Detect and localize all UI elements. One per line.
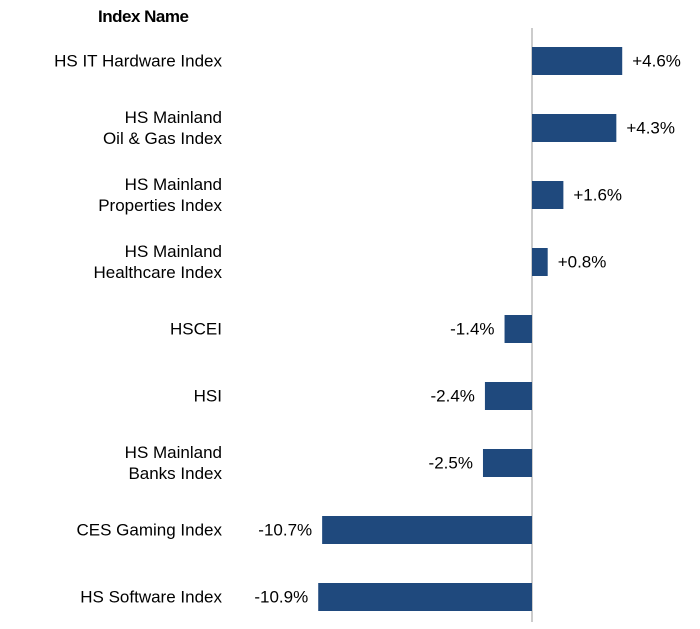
value-label: +1.6% — [573, 185, 623, 205]
category-label: CES Gaming Index — [76, 520, 222, 540]
value-label: -2.4% — [430, 386, 475, 406]
category-label: HS Mainland Oil & Gas Index — [102, 108, 222, 148]
category-label: HS Mainland Properties Index — [98, 175, 222, 215]
bar — [504, 315, 532, 343]
category-label: HS Mainland Banks Index — [124, 443, 222, 483]
value-label: -2.5% — [428, 453, 473, 473]
category-label: HSI — [193, 386, 222, 406]
category-label: HS IT Hardware Index — [54, 51, 222, 71]
category-label: HS Software Index — [80, 587, 222, 607]
category-label: HSCEI — [170, 319, 222, 339]
bar — [532, 47, 623, 75]
bar — [482, 449, 532, 477]
value-label: -1.4% — [450, 319, 495, 339]
bar — [322, 516, 532, 544]
bar — [532, 114, 617, 142]
value-label: +0.8% — [557, 252, 607, 272]
value-label: -10.9% — [254, 587, 309, 607]
bar — [318, 583, 532, 611]
value-label: -10.7% — [258, 520, 313, 540]
axis-title: Index Name — [98, 7, 189, 26]
category-label: HS Mainland Healthcare Index — [93, 242, 222, 282]
bar — [484, 382, 532, 410]
value-label: +4.3% — [626, 118, 676, 138]
value-label: +4.6% — [632, 51, 681, 71]
bar — [532, 248, 548, 276]
bar — [532, 181, 564, 209]
